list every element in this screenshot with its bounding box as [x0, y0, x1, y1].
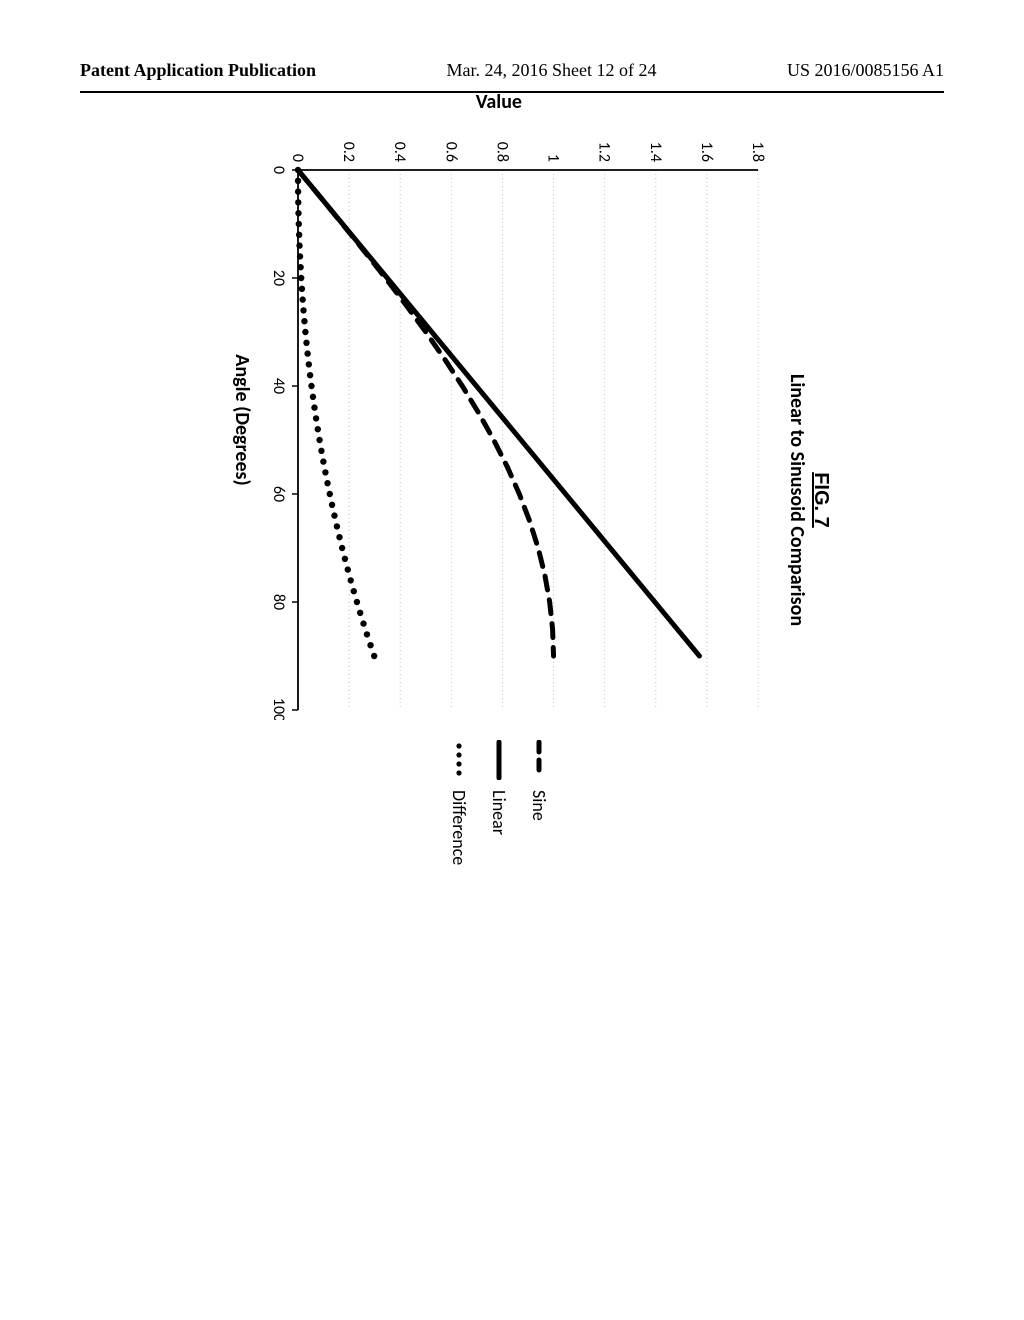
header-right: US 2016/0085156 A1 [787, 60, 944, 81]
svg-text:1.6: 1.6 [697, 142, 716, 162]
svg-text:0.4: 0.4 [390, 142, 409, 162]
legend-label-linear: Linear [488, 790, 510, 835]
chart-plot: 0 0.2 0.4 0.6 0.8 1 1.2 1.4 1.6 1.8 0 20 40 60 80 100 [262, 120, 768, 720]
svg-text:20: 20 [269, 270, 288, 286]
legend-swatch-sine [529, 740, 549, 780]
svg-text:40: 40 [269, 378, 288, 394]
legend-swatch-linear [489, 740, 509, 780]
svg-text:1: 1 [544, 154, 563, 162]
svg-text:0.2: 0.2 [339, 142, 358, 162]
legend: Sine Linear Difference [448, 740, 550, 865]
svg-text:80: 80 [269, 594, 288, 610]
x-axis-label: Angle (Degrees) [230, 354, 254, 485]
y-axis-label: Value [476, 90, 522, 114]
figure-subtitle: Linear to Sinusoid Comparison [785, 90, 809, 910]
svg-text:1.2: 1.2 [595, 142, 614, 162]
header-mid: Mar. 24, 2016 Sheet 12 of 24 [447, 60, 657, 81]
legend-item-sine: Sine [528, 740, 550, 865]
legend-label-sine: Sine [528, 790, 550, 821]
svg-text:1.4: 1.4 [646, 142, 665, 162]
svg-text:0.8: 0.8 [492, 142, 511, 162]
legend-swatch-difference [449, 740, 469, 780]
svg-text:0: 0 [269, 166, 288, 174]
header-left: Patent Application Publication [80, 60, 316, 81]
figure-container: FIG. 7 Linear to Sinusoid Comparison Val… [192, 90, 832, 910]
figure-number: FIG. 7 [809, 90, 832, 910]
legend-item-difference: Difference [448, 740, 470, 865]
svg-text:0.6: 0.6 [441, 142, 460, 162]
svg-text:60: 60 [269, 486, 288, 502]
legend-item-linear: Linear [488, 740, 510, 865]
svg-text:0: 0 [288, 154, 307, 162]
svg-text:100: 100 [269, 698, 288, 720]
svg-text:1.8: 1.8 [748, 142, 767, 162]
page-header: Patent Application Publication Mar. 24, … [80, 60, 944, 81]
legend-label-difference: Difference [448, 790, 470, 865]
